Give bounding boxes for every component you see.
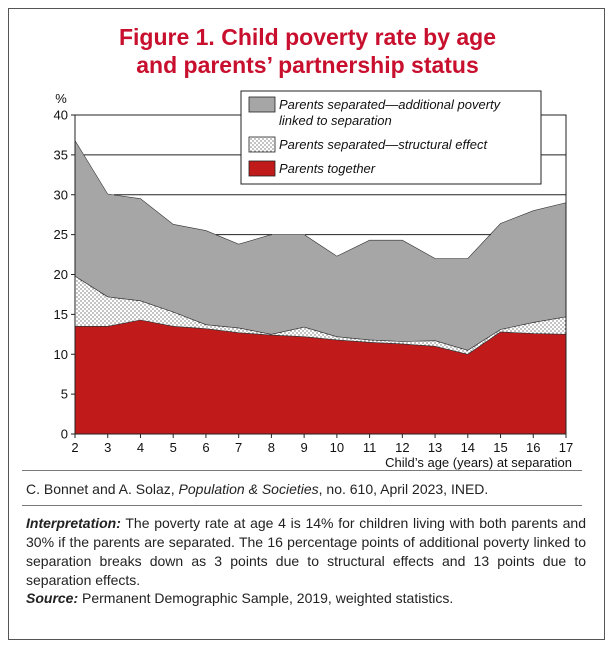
x-tick-label: 8 — [268, 440, 275, 455]
y-tick-label: 15 — [54, 307, 68, 322]
poverty-area-chart: 0 5 10 15 20 25 30 35 40 2 3 4 5 6 7 8 9 10 11 12 13 14 15 16 17… — [54, 90, 573, 470]
divider-top — [22, 470, 582, 471]
source-label: Source: — [26, 590, 79, 606]
divider-bottom — [22, 505, 582, 506]
figure-title-line-1: Figure 1. Child poverty rate by age — [118, 24, 497, 50]
legend-swatch-dotted — [248, 136, 276, 153]
credit-rest: , no. 610, April 2023, INED. — [318, 481, 489, 497]
x-tick-label: 13 — [428, 440, 442, 455]
y-tick-label: 10 — [54, 347, 68, 362]
x-tick-label: 12 — [395, 440, 409, 455]
x-tick-label: 10 — [330, 440, 344, 455]
x-tick-label: 11 — [363, 440, 377, 455]
y-tick-label: 30 — [54, 187, 68, 202]
y-tick-label: 5 — [61, 387, 68, 402]
interpretation-label: Interpretation: — [26, 515, 121, 531]
legend-label: Parents together — [279, 161, 376, 176]
x-tick-label: 15 — [493, 440, 507, 455]
y-tick-label: 40 — [54, 108, 68, 123]
y-tick-label: 20 — [54, 267, 68, 282]
figure-title: Figure 1. Child poverty rate by age and … — [9, 23, 606, 79]
figure-credit: C. Bonnet and A. Solaz, Population & Soc… — [26, 481, 586, 497]
legend-swatch-solid — [248, 160, 276, 177]
credit-authors: C. Bonnet and A. Solaz, — [26, 481, 175, 497]
figure-title-line-2: and parents’ partnership status — [136, 52, 479, 78]
y-tick-label: 35 — [54, 147, 68, 162]
y-tick-label: 0 — [61, 427, 68, 442]
x-tick-label: 6 — [202, 440, 209, 455]
x-tick-label: 16 — [526, 440, 540, 455]
credit-journal: Population & Societies — [178, 481, 319, 497]
legend-label-line-2: linked to separation — [279, 113, 392, 128]
legend-label-line-1: Parents separated—additional poverty — [279, 97, 502, 112]
legend-box — [240, 90, 542, 185]
x-tick-label: 4 — [137, 440, 144, 455]
x-tick-label: 2 — [71, 440, 78, 455]
legend-label: Parents separated—structural effect — [279, 137, 488, 152]
x-tick-label: 14 — [461, 440, 475, 455]
x-tick-label: 9 — [301, 440, 308, 455]
y-tick-label: 25 — [54, 227, 68, 242]
x-tick-label: 17 — [559, 440, 573, 455]
interpretation-note: Interpretation: The poverty rate at age … — [26, 514, 586, 590]
x-axis-label: Child’s age (years) at separation — [385, 455, 572, 470]
x-tick-label: 7 — [235, 440, 242, 455]
x-tick-label: 3 — [104, 440, 111, 455]
y-axis-label: % — [55, 91, 67, 106]
interpretation-text: The poverty rate at age 4 is 14% for chi… — [26, 515, 586, 588]
source-text: Permanent Demographic Sample, 2019, weig… — [78, 590, 454, 606]
x-tick-label: 5 — [170, 440, 177, 455]
legend-swatch-grey — [248, 96, 276, 113]
source-note: Source: Permanent Demographic Sample, 20… — [26, 590, 586, 606]
